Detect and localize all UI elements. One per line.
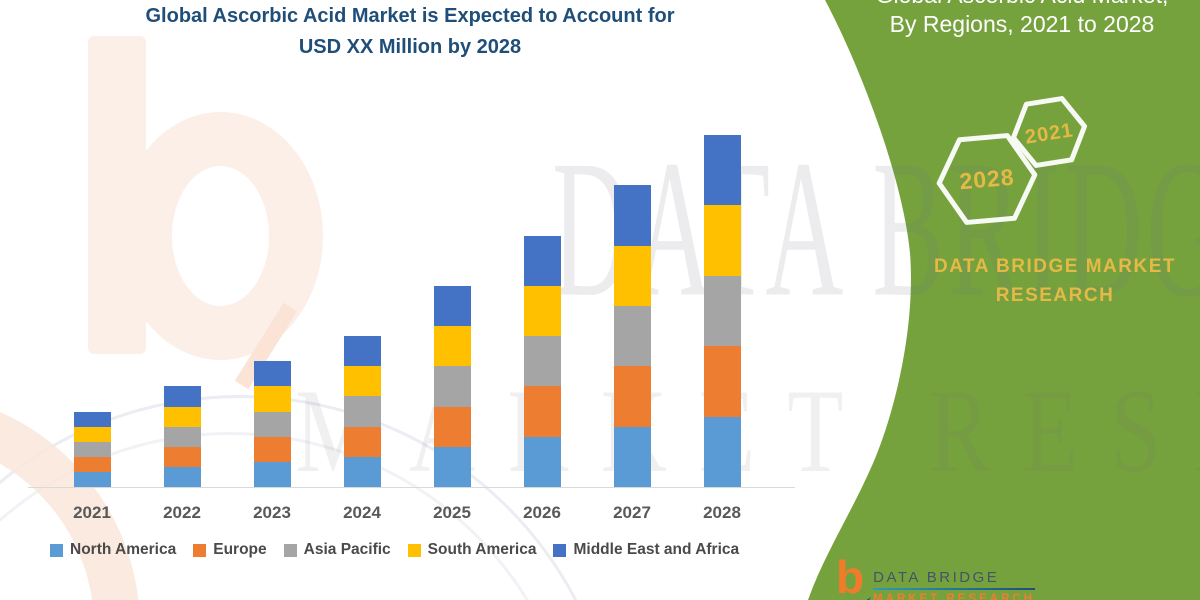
bar-segment-europe-2022 xyxy=(163,446,201,467)
legend-label: South America xyxy=(427,541,537,558)
green-side-panel xyxy=(808,0,1200,600)
bar-segment-north-america-2022 xyxy=(163,466,201,487)
legend-item-north-america: North America xyxy=(50,541,176,559)
bar-segment-north-america-2028 xyxy=(703,416,741,487)
legend-item-middle-east-and-africa: Middle East and Africa xyxy=(553,541,739,559)
bar-segment-south-america-2024 xyxy=(343,366,381,397)
bar-segment-asia-pacific-2026 xyxy=(523,336,561,387)
stacked-bar-2021 xyxy=(73,411,111,487)
bar-segment-asia-pacific-2022 xyxy=(163,426,201,447)
bar-segment-middle-east-and-africa-2025 xyxy=(433,285,471,327)
panel-heading-line1: Global Ascorbic Acid Market, xyxy=(852,0,1192,10)
legend-item-south-america: South America xyxy=(407,541,537,559)
chart-title-line2: USD XX Million by 2028 xyxy=(298,36,522,58)
stacked-bar-2027 xyxy=(613,185,651,487)
dbmr-logo: b DATA BRIDGE MARKET RESEARCH xyxy=(836,554,1036,600)
x-axis-label-2028: 2028 xyxy=(703,503,741,522)
legend-label: Middle East and Africa xyxy=(573,541,740,558)
bar-segment-asia-pacific-2028 xyxy=(703,275,741,347)
bar-segment-asia-pacific-2021 xyxy=(73,441,111,457)
bar-segment-asia-pacific-2023 xyxy=(253,411,291,437)
dbmr-logo-sub: MARKET RESEARCH xyxy=(873,593,1036,600)
stacked-bar-2023 xyxy=(253,361,291,487)
panel-heading: Global Ascorbic Acid Market, By Regions,… xyxy=(852,0,1192,39)
dbmr-logo-brand: DATA BRIDGE xyxy=(873,569,1000,586)
bar-segment-south-america-2022 xyxy=(163,406,201,427)
legend-item-asia-pacific: Asia Pacific xyxy=(283,541,391,559)
stacked-bar-2022 xyxy=(163,386,201,487)
bar-segment-middle-east-and-africa-2026 xyxy=(523,235,561,286)
bar-segment-south-america-2021 xyxy=(73,426,111,442)
bar-segment-asia-pacific-2024 xyxy=(343,396,381,427)
bar-segment-south-america-2025 xyxy=(433,326,471,367)
legend-swatch-icon xyxy=(283,543,297,557)
bar-segment-europe-2025 xyxy=(433,406,471,447)
bar-segment-north-america-2023 xyxy=(253,461,291,487)
stacked-bar-2024 xyxy=(343,336,381,487)
bar-segment-north-america-2027 xyxy=(613,426,651,487)
chart-title: Global Ascorbic Acid Market is Expected … xyxy=(55,1,765,63)
x-axis-label-2022: 2022 xyxy=(163,503,201,522)
bar-segment-europe-2023 xyxy=(253,436,291,462)
bar-segment-asia-pacific-2025 xyxy=(433,366,471,407)
panel-brand-line2: RESEARCH xyxy=(995,285,1115,306)
bar-segment-middle-east-and-africa-2023 xyxy=(253,361,291,387)
x-axis-label-2023: 2023 xyxy=(253,503,291,522)
bar-segment-middle-east-and-africa-2022 xyxy=(163,386,201,407)
stacked-bar-2028 xyxy=(703,134,741,487)
bar-segment-south-america-2026 xyxy=(523,285,561,337)
bar-segment-north-america-2024 xyxy=(343,456,381,487)
bar-segment-south-america-2028 xyxy=(703,205,741,276)
bar-segment-middle-east-and-africa-2024 xyxy=(343,336,381,367)
bar-segment-europe-2028 xyxy=(703,346,741,417)
legend-swatch-icon xyxy=(407,543,421,557)
bar-segment-europe-2026 xyxy=(523,386,561,437)
bar-segment-europe-2024 xyxy=(343,426,381,457)
panel-brand-line1: DATA BRIDGE MARKET xyxy=(934,256,1176,277)
legend-item-europe: Europe xyxy=(193,541,267,559)
legend-swatch-icon xyxy=(553,543,567,557)
x-axis-label-2021: 2021 xyxy=(73,503,111,522)
bar-segment-europe-2027 xyxy=(613,366,651,427)
bar-segment-middle-east-and-africa-2028 xyxy=(703,134,741,206)
legend-label: North America xyxy=(70,541,177,558)
chart-legend: North America Europe Asia Pacific South Ame… xyxy=(50,541,739,559)
bar-segment-south-america-2023 xyxy=(253,386,291,412)
legend-label: Asia Pacific xyxy=(303,541,391,558)
x-axis-label-2027: 2027 xyxy=(613,503,651,522)
x-axis-label-2024: 2024 xyxy=(343,503,381,522)
stacked-bar-2025 xyxy=(433,285,471,487)
panel-heading-line2: By Regions, 2021 to 2028 xyxy=(889,11,1155,37)
bar-segment-north-america-2026 xyxy=(523,436,561,487)
bar-segment-north-america-2025 xyxy=(433,446,471,487)
panel-brand-text: DATA BRIDGE MARKET RESEARCH xyxy=(900,252,1200,310)
x-axis-label-2025: 2025 xyxy=(433,503,471,522)
legend-label: Europe xyxy=(213,541,267,558)
dbmr-logo-text: DATA BRIDGE MARKET RESEARCH xyxy=(873,569,1036,600)
bar-segment-middle-east-and-africa-2027 xyxy=(613,185,651,246)
x-axis-label-2026: 2026 xyxy=(523,503,561,522)
bar-segment-south-america-2027 xyxy=(613,245,651,306)
dbmr-logo-b-icon: b xyxy=(836,554,864,600)
dbmr-logo-rule xyxy=(873,588,1036,590)
x-axis-line xyxy=(28,487,795,488)
bar-segment-north-america-2021 xyxy=(73,471,111,487)
legend-swatch-icon xyxy=(193,543,207,557)
bar-segment-middle-east-and-africa-2021 xyxy=(73,411,111,427)
stacked-bar-2026 xyxy=(523,235,561,487)
legend-swatch-icon xyxy=(50,543,63,557)
bar-segment-europe-2021 xyxy=(73,456,111,472)
bar-segment-asia-pacific-2027 xyxy=(613,305,651,367)
chart-title-line1: Global Ascorbic Acid Market is Expected … xyxy=(145,5,675,27)
